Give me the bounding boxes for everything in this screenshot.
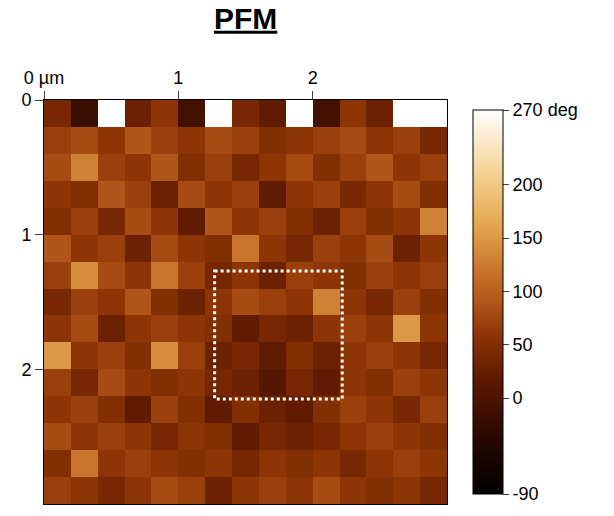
svg-text:50: 50 [513,335,533,355]
svg-text:0: 0 [21,90,31,110]
svg-text:100: 100 [513,282,543,302]
svg-text:150: 150 [513,228,543,248]
svg-text:PFM: PFM [214,2,277,35]
svg-text:270 deg: 270 deg [513,100,578,120]
svg-text:2: 2 [308,68,318,88]
svg-text:0 µm: 0 µm [24,68,64,88]
svg-text:0: 0 [513,388,523,408]
svg-text:1: 1 [21,225,31,245]
svg-text:1: 1 [173,68,183,88]
svg-text:200: 200 [513,175,543,195]
svg-text:2: 2 [21,360,31,380]
svg-text:-90: -90 [513,484,539,504]
